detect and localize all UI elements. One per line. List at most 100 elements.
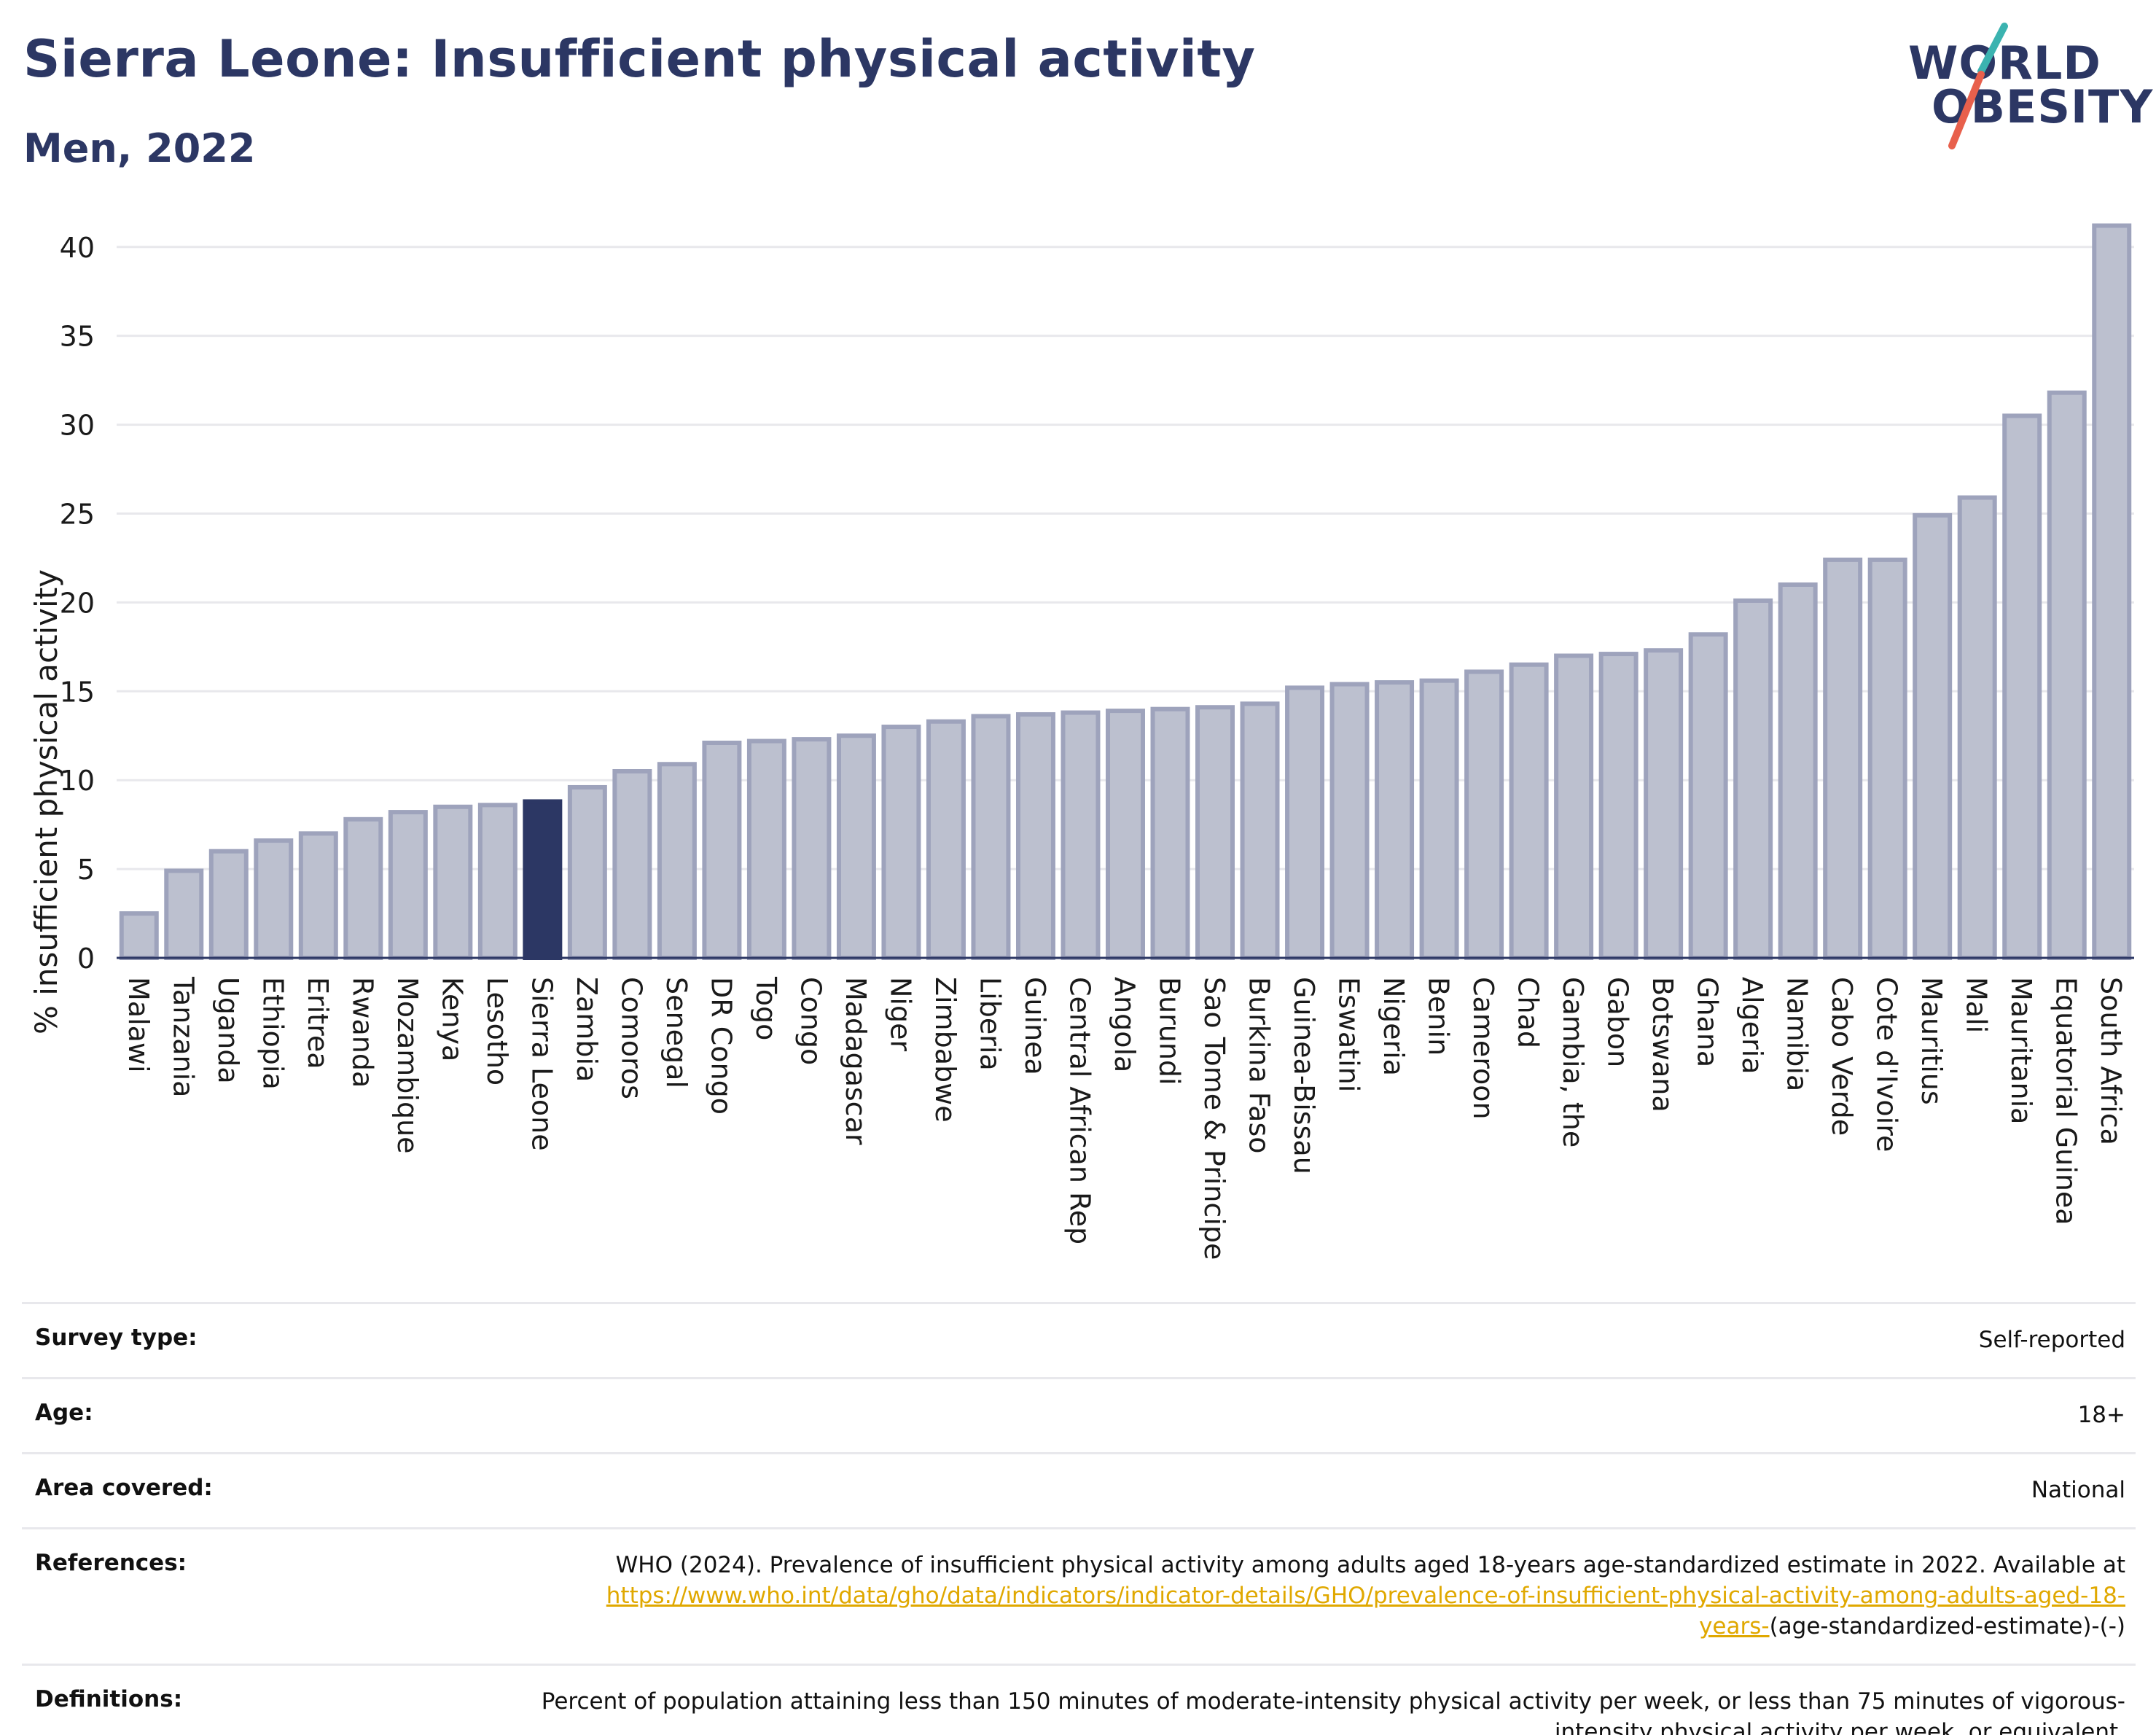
x-tick-label: Niger xyxy=(884,977,916,1051)
bar-rwanda xyxy=(343,816,383,960)
survey-type-label: Survey type: xyxy=(35,1325,198,1351)
x-tick-label: South Africa xyxy=(2095,977,2127,1145)
bar-equatorial-guinea xyxy=(2047,390,2087,960)
definitions-row: Definitions: Percent of population attai… xyxy=(22,1664,2136,1735)
x-tick-label: Togo xyxy=(750,976,782,1040)
x-tick-label: Cabo Verde xyxy=(1826,977,1858,1136)
bar-tanzania xyxy=(164,868,204,960)
y-tick-label: 0 xyxy=(77,943,95,975)
bar-niger xyxy=(881,725,921,960)
bar-ethiopia xyxy=(254,838,294,960)
y-tick-label: 30 xyxy=(60,410,95,442)
bar-sierra-leone xyxy=(523,799,563,961)
y-tick-label: 15 xyxy=(60,676,95,708)
survey-type-value: Self-reported xyxy=(1978,1327,2125,1353)
definitions-value: Percent of population attaining less tha… xyxy=(541,1688,2125,1735)
reference-text: WHO (2024). Prevalence of insufficient p… xyxy=(615,1552,2125,1578)
x-tick-label: Senegal xyxy=(660,977,692,1088)
bar-chad xyxy=(1509,662,1549,960)
x-tick-label: Botswana xyxy=(1647,977,1679,1112)
page-title: Sierra Leone: Insufficient physical acti… xyxy=(23,29,1256,89)
x-tick-label: Algeria xyxy=(1736,977,1768,1075)
y-tick-label: 5 xyxy=(77,854,95,886)
age-row: Age: 18+ xyxy=(22,1377,2136,1452)
bar-congo xyxy=(792,737,832,960)
x-tick-label: Zimbabwe xyxy=(929,977,961,1123)
axes: 0 5 10 15 20 25 30 35 40 Malawi Tanzania Uganda Ethi… xyxy=(60,232,2134,1260)
x-tick-label: Cameroon xyxy=(1467,977,1499,1120)
x-tick-label: Central African Rep xyxy=(1063,977,1095,1244)
x-tick-label: Mauritania xyxy=(2005,977,2037,1124)
x-tick-label: Congo xyxy=(794,977,827,1065)
logo-slash-icon xyxy=(1948,23,2008,149)
x-tick-label: Chad xyxy=(1512,977,1544,1048)
bar-eswatini xyxy=(1329,682,1370,960)
bar-dr-congo xyxy=(702,740,742,960)
bar-central-african-rep xyxy=(1061,710,1101,960)
x-tick-label: Rwanda xyxy=(346,977,378,1088)
world-obesity-logo: WORLD OBESITY xyxy=(1895,22,2152,153)
age-value: 18+ xyxy=(2077,1402,2125,1428)
x-tick-label: Burkina Faso xyxy=(1243,977,1276,1154)
x-tick-label: Sierra Leone xyxy=(526,977,558,1151)
bars xyxy=(119,223,2132,961)
bar-gabon xyxy=(1598,652,1639,960)
area-label: Area covered: xyxy=(35,1475,213,1501)
x-tick-label: Nigeria xyxy=(1378,977,1410,1076)
x-tick-label: Lesotho xyxy=(481,977,513,1085)
x-tick-label: Kenya xyxy=(436,977,468,1061)
x-tick-label: Mauritius xyxy=(1915,977,1948,1105)
reference-tail: (age-standardized-estimate)-(-) xyxy=(1769,1613,2125,1640)
bar-mozambique xyxy=(388,810,428,960)
bar-sao-tome-principe xyxy=(1195,705,1235,960)
bar-kenya xyxy=(433,804,473,960)
x-tick-label: Sao Tome & Principe xyxy=(1198,977,1230,1260)
x-tick-label: Benin xyxy=(1423,977,1455,1056)
references-label: References: xyxy=(35,1550,187,1576)
bar-uganda xyxy=(208,849,249,961)
y-tick-label: 10 xyxy=(60,765,95,797)
bar-senegal xyxy=(657,762,697,960)
survey-type-row: Survey type: Self-reported xyxy=(22,1302,2136,1377)
x-tick-label: Cote d'Ivoire xyxy=(1871,977,1903,1152)
x-tick-label: Mali xyxy=(1961,977,1993,1033)
x-tick-label: Tanzania xyxy=(167,976,199,1097)
metadata-table: Survey type: Self-reported Age: 18+ Area… xyxy=(22,1302,2136,1735)
bar-burundi xyxy=(1150,706,1190,961)
bar-cabo-verde xyxy=(1823,557,1863,961)
area-value: National xyxy=(2031,1477,2125,1503)
bar-zimbabwe xyxy=(926,719,966,960)
y-tick-label: 25 xyxy=(60,498,95,530)
y-tick-label: 35 xyxy=(60,321,95,353)
bar-guinea xyxy=(1015,711,1055,960)
bar-benin xyxy=(1419,678,1459,961)
definitions-label: Definitions: xyxy=(35,1686,183,1712)
bar-lesotho xyxy=(477,803,517,960)
y-tick-label: 40 xyxy=(60,232,95,264)
logo-word-1: WORLD xyxy=(1908,36,2101,90)
bar-angola xyxy=(1106,709,1145,960)
bar-zambia xyxy=(567,784,607,961)
bar-eritrea xyxy=(298,831,338,960)
x-tick-label: Guinea xyxy=(1019,977,1051,1075)
references-value: WHO (2024). Prevalence of insufficient p… xyxy=(536,1550,2125,1642)
bar-malawi xyxy=(119,911,159,960)
bar-comoros xyxy=(612,769,652,960)
y-axis-label: % insufficient physical activity xyxy=(28,569,64,1034)
x-tick-label: Mozambique xyxy=(391,977,423,1154)
x-tick-label: Gambia, the xyxy=(1557,977,1589,1147)
reference-link[interactable]: https://www.who.int/data/gho/data/indica… xyxy=(606,1583,2125,1640)
x-tick-label: DR Congo xyxy=(705,977,737,1115)
bar-cameroon xyxy=(1464,669,1504,960)
bar-gambia-the xyxy=(1554,653,1594,960)
y-tick-label: 20 xyxy=(60,587,95,619)
x-tick-label: Zambia xyxy=(571,977,603,1082)
x-tick-label: Eswatini xyxy=(1333,977,1365,1092)
bar-namibia xyxy=(1778,582,1818,960)
bar-ghana xyxy=(1688,632,1728,960)
bar-liberia xyxy=(971,714,1011,961)
x-tick-label: Namibia xyxy=(1781,977,1813,1091)
bar-burkina-faso xyxy=(1240,701,1280,960)
area-row: Area covered: National xyxy=(22,1452,2136,1527)
x-tick-label: Malawi xyxy=(122,977,155,1073)
